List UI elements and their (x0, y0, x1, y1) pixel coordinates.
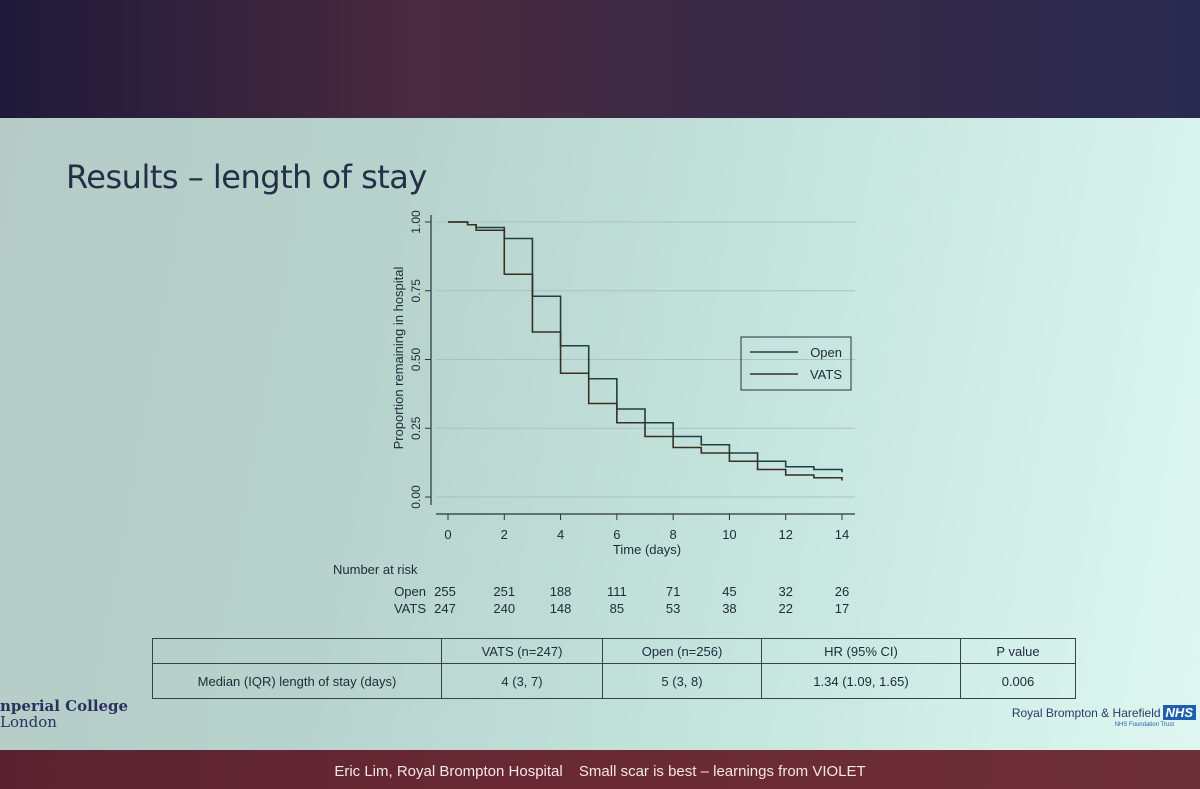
risk-cell: 26 (834, 584, 850, 599)
risk-cell: 255 (434, 584, 456, 599)
x-tick-label: 6 (613, 527, 620, 542)
x-tick-label: 0 (444, 527, 451, 542)
risk-cell: 38 (722, 601, 737, 616)
risk-cell: 71 (665, 584, 681, 599)
rbh-nhs-logo: Royal Brompton & Harefield NHS NHS Founda… (1012, 704, 1196, 728)
risk-cell: 85 (609, 601, 625, 616)
grid-lines (436, 221, 855, 498)
slide-title: Results – length of stay (66, 158, 427, 196)
series-line-vats (448, 221, 843, 481)
risk-cell: 247 (434, 601, 456, 616)
results-header-vats: VATS (n=247) (441, 638, 603, 664)
results-header-open: Open (n=256) (602, 638, 762, 664)
legend-label-open: Open (810, 345, 842, 360)
projector-top-band (0, 0, 1200, 118)
footer-talk-title: Small scar is best – learnings from VIOL… (578, 763, 866, 780)
results-table-header-row: VATS (n=247) Open (n=256) HR (95% CI) P … (152, 638, 1076, 664)
risk-cell: 188 (549, 584, 572, 599)
risk-cell: 22 (778, 601, 793, 616)
logo-left-line1: nperial College (0, 697, 129, 715)
x-tick-label: 2 (501, 527, 508, 542)
results-header-empty (152, 638, 442, 664)
footer-bar (0, 750, 1200, 789)
x-tick-label: 8 (670, 527, 677, 542)
x-axis-label: Time (days) (613, 542, 681, 557)
imperial-college-logo: nperial College London (0, 698, 128, 730)
results-header-pvalue: P value (960, 638, 1076, 664)
y-axis-label: Proportion remaining in hospital (391, 266, 406, 449)
risk-cell: 53 (665, 601, 681, 616)
x-tick-label: 14 (835, 527, 849, 542)
series-lines (448, 221, 843, 481)
risk-cell: 111 (606, 584, 627, 599)
footer-author: Eric Lim, Royal Brompton Hospital (334, 763, 563, 780)
y-tick-label: 0.75 (409, 279, 423, 303)
risk-table-title: Number at risk (333, 562, 418, 577)
legend-label-vats: VATS (810, 367, 842, 382)
y-tick-label: 0.00 (409, 485, 423, 509)
risk-row-label: VATS (393, 601, 426, 616)
results-row-label: Median (IQR) length of stay (days) (152, 663, 442, 699)
results-header-hr: HR (95% CI) (761, 638, 961, 664)
number-at-risk-table: Number at risk Open 255 251 188 111 71 45 32 26 V… (330, 562, 870, 622)
axes: 0.00 0.25 0.50 0.75 1.00 0 2 4 6 8 10 12 14 Time (day… (391, 210, 855, 557)
risk-cell: 240 (493, 601, 516, 616)
results-cell-vats: 4 (3, 7) (441, 663, 603, 699)
footer-caption: Eric Lim, Royal Brompton Hospital Small … (0, 763, 1200, 780)
x-tick-label: 4 (557, 527, 564, 542)
y-tick-label: 1.00 (409, 210, 423, 234)
risk-cell: 148 (549, 601, 572, 616)
risk-cell: 17 (834, 601, 850, 616)
y-tick-label: 0.50 (409, 347, 423, 371)
results-cell-open: 5 (3, 8) (602, 663, 762, 699)
logo-right-name: Royal Brompton & Harefield (1011, 706, 1161, 720)
logo-left-line2: London (0, 713, 57, 731)
legend-box (740, 336, 852, 391)
results-table: VATS (n=247) Open (n=256) HR (95% CI) P … (152, 638, 1076, 699)
risk-row-label: Open (394, 584, 426, 599)
results-cell-pvalue: 0.006 (960, 663, 1076, 699)
series-line-open (448, 221, 843, 473)
results-cell-hr: 1.34 (1.09, 1.65) (761, 663, 961, 699)
x-tick-label: 10 (722, 527, 736, 542)
risk-cell: 45 (722, 584, 737, 599)
risk-cell: 251 (493, 584, 516, 599)
y-tick-label: 0.25 (409, 416, 423, 440)
logo-right-trust: NHS Foundation Trust (1114, 722, 1174, 728)
nhs-logo-mark: NHS (1162, 705, 1196, 720)
x-tick-label: 12 (778, 527, 792, 542)
risk-cell: 32 (778, 584, 793, 599)
results-table-row: Median (IQR) length of stay (days) 4 (3,… (152, 663, 1076, 699)
legend: Open VATS (740, 336, 852, 391)
